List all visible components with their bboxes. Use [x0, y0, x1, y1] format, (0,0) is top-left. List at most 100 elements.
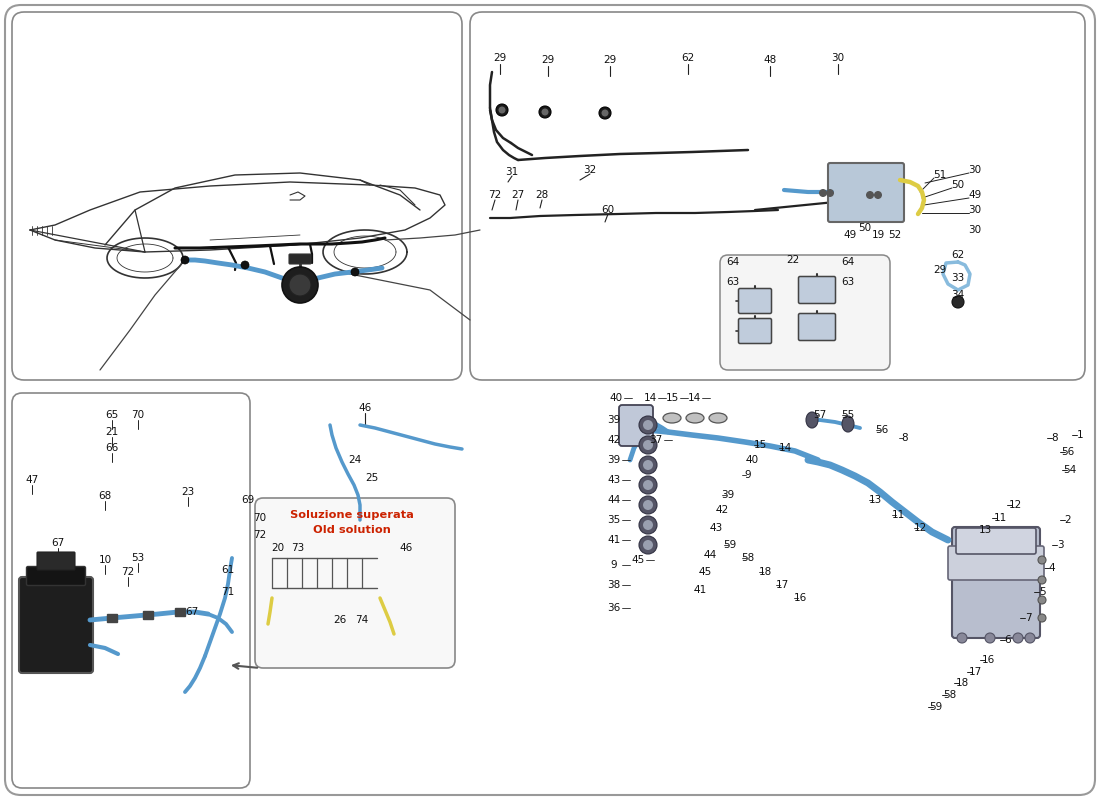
Text: 24: 24 [349, 455, 362, 465]
Text: 72: 72 [253, 530, 266, 540]
Text: 12: 12 [913, 523, 926, 533]
Text: 32: 32 [583, 165, 596, 175]
Text: 3: 3 [1057, 540, 1064, 550]
FancyBboxPatch shape [720, 255, 890, 370]
FancyBboxPatch shape [828, 163, 904, 222]
Circle shape [498, 106, 506, 114]
Text: 49: 49 [968, 190, 981, 200]
Circle shape [874, 191, 882, 199]
Text: 70: 70 [253, 513, 266, 523]
FancyBboxPatch shape [738, 289, 771, 314]
Text: 21: 21 [106, 427, 119, 437]
Circle shape [644, 480, 653, 490]
Text: 64: 64 [726, 257, 739, 267]
Text: 59: 59 [930, 702, 943, 712]
Text: 26: 26 [333, 615, 346, 625]
Text: PARTS: PARTS [732, 207, 828, 273]
Circle shape [600, 107, 610, 119]
FancyBboxPatch shape [19, 577, 94, 673]
Text: 74: 74 [355, 615, 368, 625]
Circle shape [644, 420, 653, 430]
Text: 41: 41 [607, 535, 620, 545]
Text: since 1993: since 1993 [751, 251, 848, 309]
Text: 9: 9 [610, 560, 617, 570]
Circle shape [644, 460, 653, 470]
Text: 28: 28 [536, 190, 549, 200]
Circle shape [539, 106, 551, 118]
Circle shape [826, 189, 834, 197]
Text: 38: 38 [607, 580, 620, 590]
Circle shape [639, 476, 657, 494]
Circle shape [1013, 633, 1023, 643]
Text: 44: 44 [703, 550, 716, 560]
FancyBboxPatch shape [738, 318, 771, 343]
Ellipse shape [806, 412, 818, 428]
FancyBboxPatch shape [956, 528, 1036, 554]
Text: 25: 25 [365, 473, 378, 483]
Text: 71: 71 [221, 587, 234, 597]
Text: 8: 8 [902, 433, 909, 443]
Text: 1: 1 [1077, 430, 1084, 440]
Text: 69: 69 [241, 495, 254, 505]
Text: 56: 56 [1062, 447, 1075, 457]
Text: 31: 31 [505, 167, 518, 177]
Text: 39: 39 [722, 490, 735, 500]
Text: 41: 41 [693, 585, 706, 595]
Text: 45: 45 [631, 555, 645, 565]
Text: 6: 6 [1004, 635, 1011, 645]
Text: 61: 61 [221, 565, 234, 575]
Text: since 1993: since 1993 [631, 171, 728, 229]
Ellipse shape [710, 413, 727, 423]
Text: 68: 68 [98, 491, 111, 501]
Text: 54: 54 [1064, 465, 1077, 475]
FancyBboxPatch shape [948, 546, 1044, 580]
Text: 63: 63 [726, 277, 739, 287]
Text: 64: 64 [842, 257, 855, 267]
Text: 58: 58 [741, 553, 755, 563]
Text: 22: 22 [786, 255, 800, 265]
Text: 30: 30 [832, 53, 845, 63]
Text: 47: 47 [25, 475, 39, 485]
Text: 16: 16 [981, 655, 994, 665]
Circle shape [952, 296, 964, 308]
Text: 57: 57 [813, 410, 826, 420]
Text: 30: 30 [968, 165, 981, 175]
Text: 19: 19 [871, 230, 884, 240]
Text: 18: 18 [956, 678, 969, 688]
Circle shape [639, 436, 657, 454]
Text: 27: 27 [512, 190, 525, 200]
FancyBboxPatch shape [799, 314, 836, 341]
Circle shape [957, 633, 967, 643]
Text: 59: 59 [724, 540, 737, 550]
FancyBboxPatch shape [37, 552, 75, 570]
Circle shape [639, 516, 657, 534]
Text: 30: 30 [968, 205, 981, 215]
Text: 34: 34 [952, 290, 965, 300]
Text: 5: 5 [1038, 587, 1045, 597]
Circle shape [289, 274, 311, 296]
Bar [175, 608, 185, 616]
Text: 14: 14 [779, 443, 792, 453]
Text: 62: 62 [681, 53, 694, 63]
FancyBboxPatch shape [6, 5, 1094, 795]
FancyBboxPatch shape [470, 12, 1085, 380]
FancyBboxPatch shape [26, 566, 86, 586]
Text: 63: 63 [842, 277, 855, 287]
Circle shape [182, 256, 189, 264]
Ellipse shape [842, 416, 854, 432]
Text: 45: 45 [698, 567, 712, 577]
Circle shape [866, 191, 874, 199]
Text: 72: 72 [488, 190, 502, 200]
Text: 35: 35 [607, 515, 620, 525]
Circle shape [1038, 614, 1046, 622]
Text: 40: 40 [746, 455, 759, 465]
Text: 29: 29 [494, 53, 507, 63]
Text: 44: 44 [607, 495, 620, 505]
Text: 37: 37 [649, 435, 662, 445]
Text: 72: 72 [121, 567, 134, 577]
Text: 14: 14 [688, 393, 701, 403]
Ellipse shape [663, 413, 681, 423]
Text: 42: 42 [607, 435, 620, 445]
Text: 16: 16 [793, 593, 806, 603]
Text: 29: 29 [604, 55, 617, 65]
